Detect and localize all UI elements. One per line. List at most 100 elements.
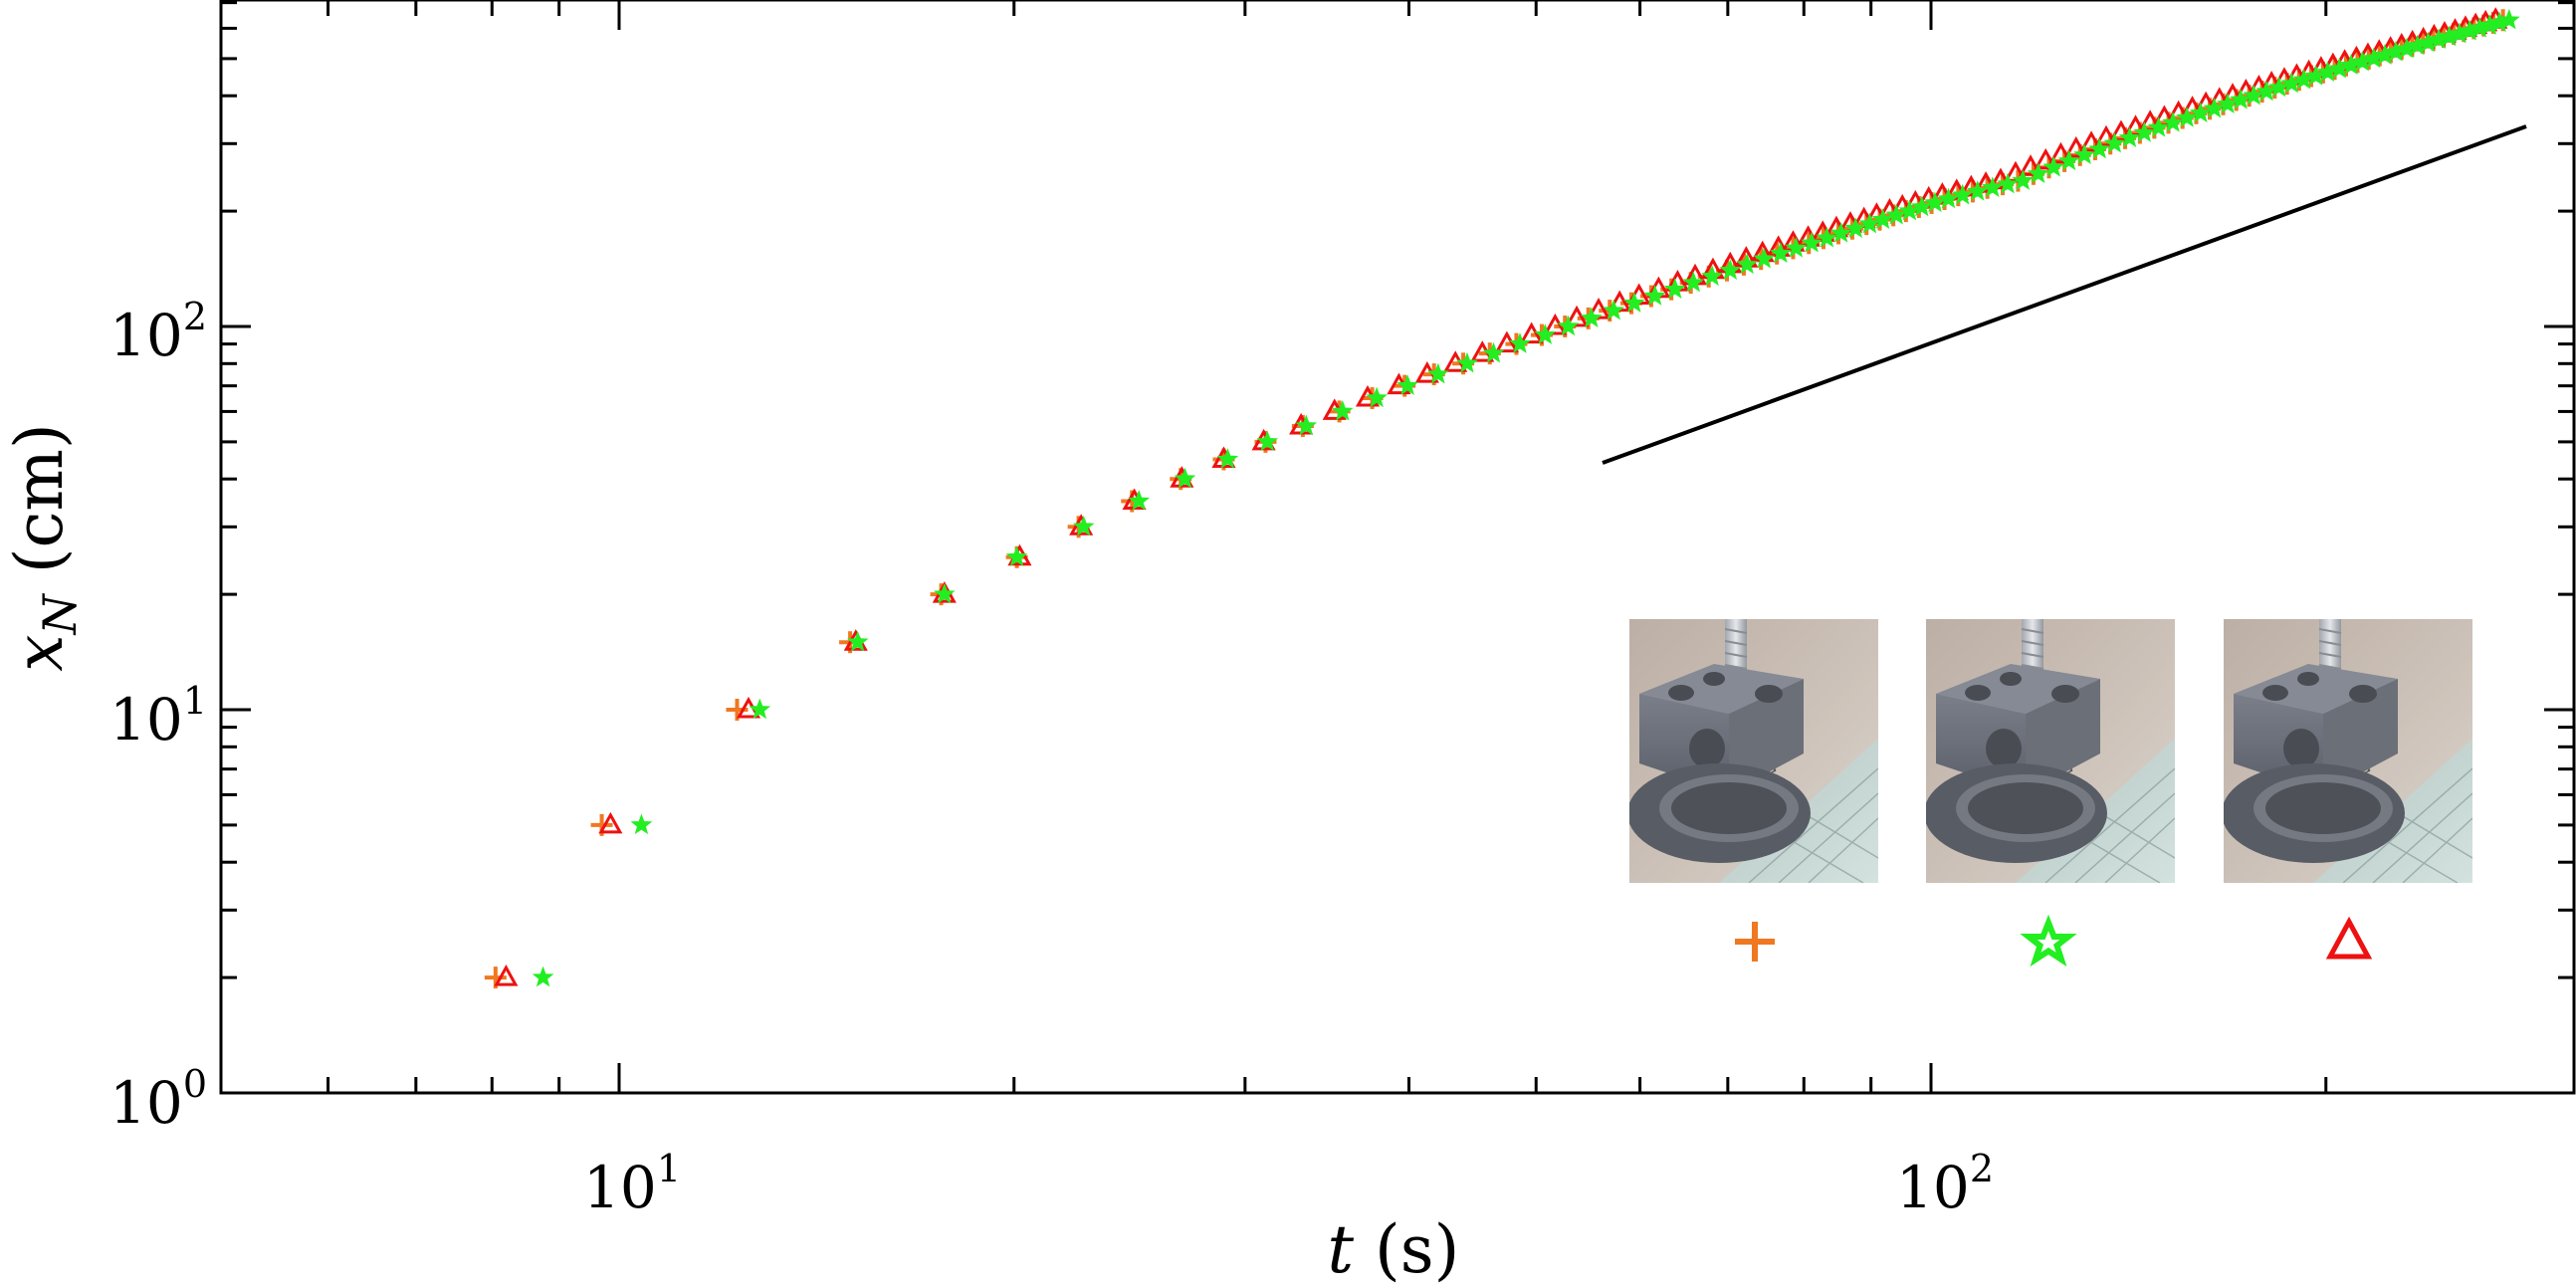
data-point-star (1858, 212, 1881, 234)
data-point-star (2073, 143, 2095, 165)
legend-insets (1629, 619, 2472, 967)
data-point-star (1997, 172, 2019, 194)
data-point-star (1366, 386, 1388, 408)
data-point-star (1885, 203, 1908, 225)
series-star-green (532, 8, 2520, 987)
y-major-ticks (221, 324, 2574, 1095)
x-tick-label: 102 (1896, 1147, 1994, 1221)
data-point-star (2255, 80, 2277, 102)
data-point-star (1005, 545, 1028, 567)
clamp-photo-3 (2224, 619, 2472, 883)
data-point-triangle (598, 811, 623, 834)
data-point-star (1216, 448, 1239, 469)
x-axis-label: t (s) (1328, 1211, 1460, 1288)
data-point-star (933, 582, 956, 604)
data-point-star (1770, 242, 1792, 263)
data-point-triangle (2034, 147, 2058, 170)
data-point-star (1509, 332, 1531, 353)
data-point-triangle (1519, 322, 1544, 344)
legend-triangle-marker (2325, 916, 2373, 960)
data-point-star (1622, 292, 1645, 313)
data-point-star (1128, 490, 1151, 511)
data-point-star (1580, 307, 1603, 328)
data-point-star (1331, 399, 1354, 421)
y-tick-label: 102 (109, 295, 207, 369)
data-point-star (1534, 323, 1557, 344)
data-point-star (1682, 271, 1705, 293)
data-point-star (2042, 155, 2064, 177)
plot-area (219, 0, 2576, 1095)
data-point-star (2217, 93, 2239, 114)
data-point-triangle (494, 965, 519, 986)
data-point-star (1937, 187, 1960, 209)
data-point-star (1801, 231, 1823, 253)
data-point-star (1753, 247, 1776, 269)
data-point-star (2203, 97, 2226, 118)
reference-slope-line (1602, 124, 2527, 465)
data-point-star (1719, 259, 1742, 280)
data-point-triangle (2063, 135, 2088, 158)
data-point-triangle (2018, 154, 2043, 176)
data-point-star (1701, 265, 1723, 287)
data-point-star (1603, 299, 1625, 321)
data-point-star (1295, 414, 1318, 436)
data-point-star (532, 966, 554, 987)
data-point-star (846, 630, 869, 652)
legend-star-marker (2020, 914, 2077, 967)
data-point-star (1844, 217, 1867, 238)
data-point-star (1643, 285, 1666, 306)
data-point-star (2133, 121, 2156, 142)
data-point-star (1829, 221, 1852, 243)
data-point-star (1482, 341, 1505, 363)
data-point-star (2012, 169, 2035, 190)
data-point-star (1924, 191, 1946, 213)
legend-plus-marker (1735, 922, 1775, 962)
x-tick-labels: 101 102 (583, 1147, 1994, 1221)
data-point-star (2147, 115, 2170, 137)
clamp-photo-1 (1629, 619, 1878, 883)
x-tick-label: 101 (583, 1147, 681, 1221)
data-point-triangle (1543, 313, 1568, 335)
data-point-triangle (2093, 124, 2119, 147)
data-point-star (1966, 179, 1989, 201)
data-point-star (1785, 236, 1808, 258)
data-point-triangle (2079, 130, 2104, 152)
data-point-star (2230, 88, 2252, 109)
data-point-triangle (1494, 330, 1519, 353)
data-point-star (2027, 162, 2049, 184)
y-minor-ticks (221, 1, 2574, 979)
data-point-star (2498, 8, 2520, 30)
y-tick-labels: 100 101 102 (109, 295, 207, 1137)
data-point-star (1557, 315, 1580, 336)
data-point-star (1663, 278, 1686, 299)
data-point-star (2088, 137, 2111, 159)
data-point-star (2118, 126, 2141, 148)
data-point-star (1072, 515, 1095, 537)
data-point-star (2103, 131, 2126, 153)
data-point-star (1736, 253, 1758, 275)
data-point-star (2243, 84, 2265, 106)
plot-frame (219, 0, 2576, 1095)
y-tick-label: 100 (109, 1062, 207, 1137)
data-point-triangle (1565, 305, 1590, 327)
data-point-star (749, 698, 771, 720)
data-point-triangle (2048, 141, 2073, 164)
x-minor-ticks (326, 0, 2328, 1093)
data-point-star (1951, 183, 1974, 205)
data-point-star (1396, 374, 1418, 395)
data-point-star (1174, 467, 1196, 489)
data-point-star (1871, 208, 1894, 229)
data-point-star (1981, 176, 2004, 197)
data-point-star (1456, 351, 1478, 373)
data-point-star (1910, 195, 1933, 217)
y-axis-label: xN (cm) (1, 423, 87, 672)
data-point-star (2189, 102, 2212, 123)
data-point-star (2176, 107, 2198, 127)
data-point-star (2267, 76, 2290, 98)
data-point-star (2057, 149, 2080, 171)
x-major-ticks (617, 0, 1933, 1093)
data-point-star (2162, 110, 2184, 132)
data-point-star (1256, 430, 1279, 452)
